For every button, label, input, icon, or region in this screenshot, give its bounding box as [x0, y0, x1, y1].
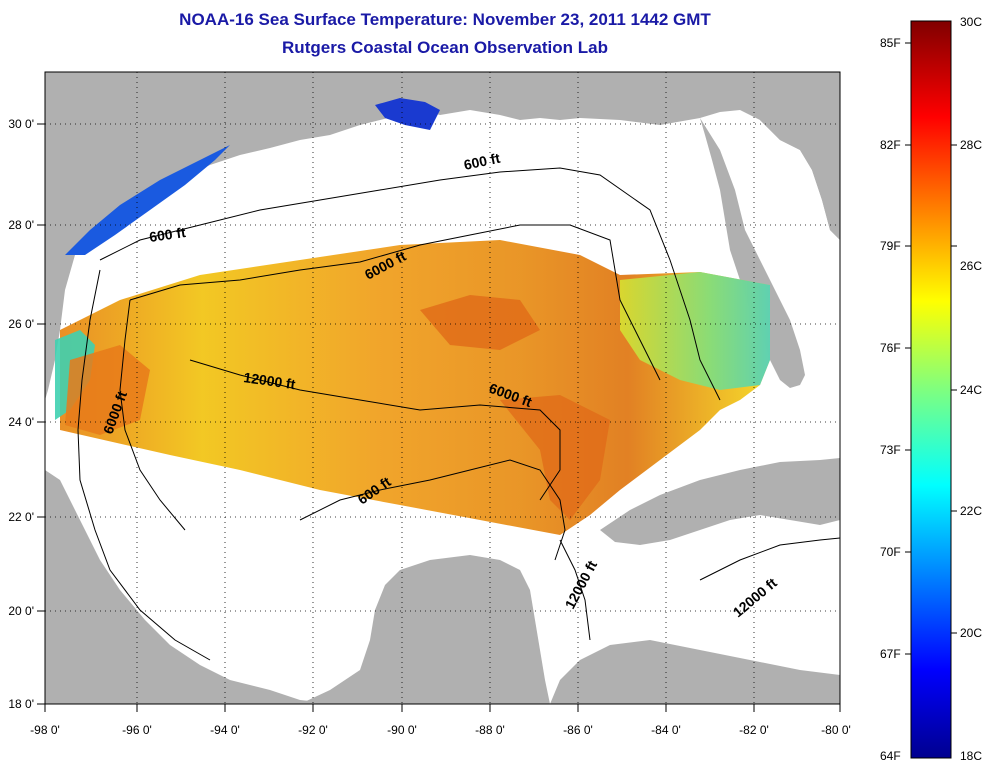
lat-tick-label: 26 0'	[8, 317, 34, 331]
lon-tick-label: -90 0'	[387, 723, 417, 737]
colorbar-f-label: 64F	[880, 749, 901, 763]
lon-tick-label: -88 0'	[475, 723, 505, 737]
lat-tick-label: 18 0'	[8, 697, 34, 711]
lon-tick-label: -80 0'	[821, 723, 851, 737]
contour-6000-west	[119, 299, 186, 531]
map-subtitle: Rutgers Coastal Ocean Observation Lab	[282, 38, 608, 57]
lon-tick-label: -86 0'	[563, 723, 593, 737]
contour-600-north	[99, 167, 721, 401]
map-frame	[44, 71, 841, 705]
colorbar-f-label: 79F	[880, 239, 901, 253]
land-florida	[700, 72, 840, 388]
colorbar-f-label: 85F	[880, 36, 901, 50]
contour-label: 12000 ft	[243, 369, 297, 392]
lon-tick-label: -92 0'	[298, 723, 328, 737]
colorbar-f-label: 76F	[880, 341, 901, 355]
sst-cold-louisiana	[375, 98, 440, 130]
contour-12000-channel	[559, 539, 591, 641]
map-area: 600 ft 600 ft 6000 ft 12000 ft 6000 ft 6…	[45, 72, 840, 704]
contour-600-west	[77, 269, 211, 661]
map-title: NOAA-16 Sea Surface Temperature: Novembe…	[179, 10, 711, 29]
lon-tick-label: -98 0'	[30, 723, 60, 737]
contour-12000	[189, 359, 561, 501]
contour-label: 600 ft	[148, 224, 187, 245]
bathymetry-contours	[77, 167, 840, 661]
temperature-colorbar	[910, 20, 952, 759]
land-cuba	[600, 458, 840, 545]
sst-warm-core-3	[65, 345, 150, 435]
contour-label: 600 ft	[462, 150, 501, 173]
colorbar-f-label: 82F	[880, 138, 901, 152]
sst-swath-east	[620, 272, 770, 390]
lon-tick-label: -84 0'	[651, 723, 681, 737]
colorbar-c-label: 28C	[960, 138, 982, 152]
lat-tick-label: 24 0'	[8, 415, 34, 429]
colorbar-f-label: 70F	[880, 545, 901, 559]
land-north-gulf-coast	[45, 72, 840, 400]
contour-600-yucatan	[299, 459, 566, 561]
colorbar-c-label: 20C	[960, 626, 982, 640]
lat-tick-label: 22 0'	[8, 510, 34, 524]
lon-tick-label: -82 0'	[739, 723, 769, 737]
sst-cold-coastal-band	[65, 145, 230, 255]
contour-6000-north	[129, 224, 661, 381]
lon-tick-label: -96 0'	[122, 723, 152, 737]
land-mexico-west	[45, 470, 340, 704]
map-ticks	[37, 123, 841, 712]
lat-tick-label: 30 0'	[8, 117, 34, 131]
land-central-america	[550, 640, 840, 704]
colorbar-c-label: 24C	[960, 383, 982, 397]
contour-caribbean	[699, 537, 840, 581]
lat-tick-label: 20 0'	[8, 604, 34, 618]
land-yucatan	[300, 555, 550, 704]
colorbar-c-label: 26C	[960, 259, 982, 273]
map-grid	[45, 72, 840, 704]
colorbar-c-label: 22C	[960, 504, 982, 518]
sst-warm-core-1	[420, 295, 540, 350]
lat-tick-label: 28 0'	[8, 218, 34, 232]
colorbar-c-label: 18C	[960, 749, 982, 763]
colorbar-f-label: 67F	[880, 647, 901, 661]
colorbar-c-label: 30C	[960, 15, 982, 29]
sst-warm-core-2	[500, 395, 610, 520]
lon-tick-label: -94 0'	[210, 723, 240, 737]
colorbar-ticks	[905, 42, 957, 655]
colorbar-f-label: 73F	[880, 443, 901, 457]
